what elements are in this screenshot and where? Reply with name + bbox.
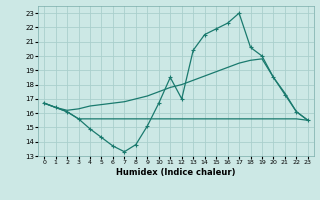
X-axis label: Humidex (Indice chaleur): Humidex (Indice chaleur) <box>116 168 236 177</box>
